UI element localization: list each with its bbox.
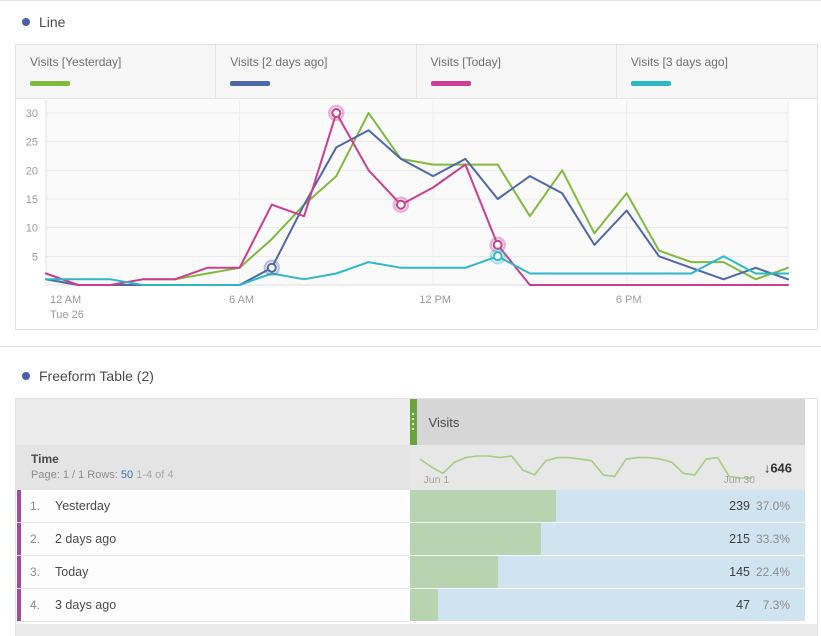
svg-text:6 AM: 6 AM bbox=[229, 294, 254, 306]
row-range-label: 1-4 of 4 bbox=[136, 469, 174, 481]
visits-value: 215 bbox=[729, 531, 751, 546]
row-dimension-cell-2-days-ago[interactable]: 2. 2 days ago bbox=[16, 523, 410, 556]
panel-bullet-icon bbox=[22, 372, 30, 380]
table-right-gutter bbox=[805, 556, 817, 589]
svg-text:5: 5 bbox=[32, 251, 38, 263]
visits-total-badge: ↓646 bbox=[764, 460, 792, 475]
value-bar bbox=[409, 589, 439, 621]
dimension-label: Time bbox=[31, 452, 59, 466]
pagination-bar: Page: 1 / 1 Rows: 50 1-4 of 4 bbox=[31, 469, 410, 481]
svg-text:12 PM: 12 PM bbox=[419, 294, 451, 306]
svg-text:20: 20 bbox=[26, 165, 38, 177]
page-top-border bbox=[0, 0, 821, 1]
freeform-table-panel-header: Freeform Table (2) bbox=[0, 364, 154, 388]
row-dimension-cell-yesterday[interactable]: 1. Yesterday bbox=[16, 490, 410, 523]
row-value-cell[interactable]: 47 7.3% bbox=[409, 589, 806, 622]
table-right-gutter bbox=[805, 589, 817, 622]
column-drag-handle-icon[interactable] bbox=[409, 399, 417, 445]
svg-text:10: 10 bbox=[26, 223, 38, 235]
row-number: 3. bbox=[30, 565, 41, 579]
sparkline-end-date: Jun 30 bbox=[723, 474, 756, 486]
time-dimension-header[interactable]: Time Page: 1 / 1 Rows: 50 1-4 of 4 bbox=[16, 445, 410, 490]
line-panel-title[interactable]: Line bbox=[39, 14, 66, 30]
legend-swatch-icon bbox=[430, 81, 471, 86]
row-value-cell[interactable]: 239 37.0% bbox=[409, 490, 806, 523]
visits-percent: 7.3% bbox=[762, 597, 791, 612]
legend-swatch-icon bbox=[230, 81, 271, 86]
svg-text:6 PM: 6 PM bbox=[616, 294, 642, 306]
page-value: 1 / 1 bbox=[62, 469, 85, 481]
row-label: Today bbox=[55, 565, 89, 579]
visits-summary-cell[interactable]: Jun 1 Jun 30 ↓646 bbox=[409, 445, 806, 491]
next-panel-edge bbox=[16, 624, 817, 636]
row-number: 1. bbox=[30, 499, 41, 513]
legend-label: Visits [3 days ago] bbox=[630, 55, 728, 69]
row-label: 3 days ago bbox=[55, 598, 117, 612]
table-dimension-header-row: Time Page: 1 / 1 Rows: 50 1-4 of 4 Jun 1… bbox=[16, 445, 817, 490]
legend-label: Visits [2 days ago] bbox=[230, 55, 328, 69]
visits-value: 47 bbox=[736, 597, 751, 612]
svg-text:Tue 26: Tue 26 bbox=[50, 309, 84, 321]
panel-separator bbox=[0, 346, 821, 347]
svg-text:25: 25 bbox=[26, 137, 38, 149]
down-arrow-icon: ↓ bbox=[763, 460, 771, 475]
visits-line-chart[interactable]: 5 10 15 20 25 30 12 AM Tue 26 6 AM 12 PM 6 PM bbox=[16, 100, 817, 331]
visits-sparkline-chart bbox=[416, 448, 756, 491]
table-row: 4. 3 days ago 47 7.3% bbox=[16, 589, 817, 622]
sparkline-start-date: Jun 1 bbox=[423, 474, 450, 486]
legend-item-yesterday[interactable]: Visits [Yesterday] bbox=[16, 45, 217, 98]
svg-text:12 AM: 12 AM bbox=[50, 294, 81, 306]
row-label: Yesterday bbox=[55, 499, 111, 513]
freeform-table-panel-title[interactable]: Freeform Table (2) bbox=[39, 368, 154, 384]
visits-percent: 37.0% bbox=[755, 498, 791, 513]
table-row: 3. Today 145 22.4% bbox=[16, 556, 817, 589]
svg-text:30: 30 bbox=[26, 108, 38, 120]
row-value-cell[interactable]: 215 33.3% bbox=[409, 523, 806, 556]
svg-text:15: 15 bbox=[26, 194, 38, 206]
legend-swatch-icon bbox=[30, 81, 70, 86]
legend-item-today[interactable]: Visits [Today] bbox=[417, 45, 617, 98]
visits-value: 145 bbox=[729, 564, 751, 579]
table-row: 1. Yesterday 239 37.0% bbox=[16, 490, 817, 523]
row-label: 2 days ago bbox=[55, 532, 117, 546]
table-row: 2. 2 days ago 215 33.3% bbox=[16, 523, 817, 556]
visits-column-label: Visits bbox=[428, 414, 460, 430]
legend-label: Visits [Today] bbox=[430, 55, 501, 69]
visits-percent: 22.4% bbox=[755, 564, 791, 579]
chart-legend: Visits [Yesterday] Visits [2 days ago] V… bbox=[16, 45, 817, 99]
line-chart-card: Visits [Yesterday] Visits [2 days ago] V… bbox=[15, 44, 818, 330]
table-corner-cell bbox=[16, 399, 410, 445]
table-right-gutter bbox=[805, 523, 817, 556]
line-panel-header: Line bbox=[0, 10, 65, 34]
rows-label: Rows: bbox=[87, 469, 118, 481]
rows-per-page-link[interactable]: 50 bbox=[120, 469, 134, 481]
freeform-table-card: Visits Time Page: 1 / 1 Rows: 50 1-4 of … bbox=[15, 398, 818, 636]
legend-swatch-icon bbox=[630, 81, 671, 86]
legend-label: Visits [Yesterday] bbox=[30, 55, 122, 69]
visits-value: 239 bbox=[729, 498, 751, 513]
value-bar bbox=[409, 490, 556, 522]
value-bar bbox=[409, 556, 499, 588]
table-right-gutter bbox=[805, 399, 817, 445]
visits-column-header[interactable]: Visits bbox=[409, 399, 806, 445]
table-right-gutter bbox=[805, 445, 817, 490]
table-right-gutter bbox=[805, 490, 817, 523]
row-dimension-cell-3-days-ago[interactable]: 4. 3 days ago bbox=[16, 589, 410, 622]
row-number: 2. bbox=[30, 532, 41, 546]
legend-item-3-days-ago[interactable]: Visits [3 days ago] bbox=[617, 45, 817, 98]
row-dimension-cell-today[interactable]: 3. Today bbox=[16, 556, 410, 589]
visits-total-value: 646 bbox=[770, 460, 793, 475]
value-bar bbox=[409, 523, 542, 555]
row-value-cell[interactable]: 145 22.4% bbox=[409, 556, 806, 589]
page-label: Page: bbox=[31, 469, 60, 481]
table-metric-header-row: Visits bbox=[16, 399, 817, 445]
legend-item-2-days-ago[interactable]: Visits [2 days ago] bbox=[216, 45, 417, 98]
row-number: 4. bbox=[30, 598, 41, 612]
panel-bullet-icon bbox=[22, 18, 30, 26]
visits-percent: 33.3% bbox=[755, 531, 791, 546]
